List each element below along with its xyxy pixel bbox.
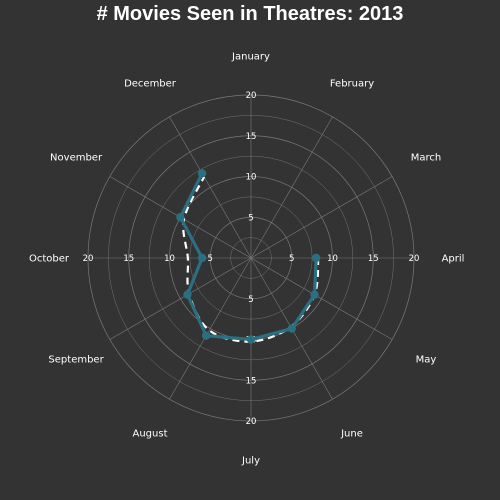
radial-tick-label: 20: [83, 254, 94, 264]
data-point: [287, 324, 296, 333]
radial-tick-label: 15: [368, 254, 379, 264]
radial-tick-label: 5: [248, 295, 253, 305]
data-point: [310, 290, 319, 299]
month-label: December: [124, 79, 177, 90]
radial-tick-label: 15: [246, 132, 257, 142]
grid-spoke: [109, 257, 252, 340]
month-label: May: [416, 355, 437, 366]
grid-spoke: [250, 116, 333, 259]
month-label: January: [231, 52, 270, 63]
chart-title: # Movies Seen in Theatres: 2013: [96, 3, 404, 25]
month-label: April: [442, 254, 465, 265]
month-label: October: [29, 254, 70, 265]
grid-layer: [87, 94, 415, 422]
month-label: September: [48, 355, 104, 366]
radial-tick-label: 15: [246, 376, 257, 386]
grid-spoke: [169, 116, 252, 259]
month-label: March: [411, 153, 441, 164]
radial-tick-label: 10: [246, 173, 257, 183]
radial-tick-label: 20: [246, 417, 257, 427]
radial-tick-label: 5: [289, 254, 294, 264]
radial-tick-label: 20: [409, 254, 420, 264]
month-label: August: [133, 428, 168, 439]
month-label: June: [340, 428, 363, 439]
data-point: [197, 253, 207, 263]
month-label-layer: January February March April May June July Augu…: [29, 52, 464, 467]
data-point: [183, 290, 192, 299]
grid-spoke: [169, 257, 252, 400]
radial-tick-label: 20: [246, 91, 257, 101]
month-label: February: [330, 79, 374, 90]
radial-tick-label: 15: [123, 254, 134, 264]
data-point: [201, 331, 211, 340]
data-point: [176, 213, 185, 222]
data-point: [197, 169, 207, 178]
series-layer: [176, 169, 321, 344]
radial-tick-label: 10: [327, 254, 338, 264]
grid-spoke: [250, 257, 393, 340]
radial-tick-label: 5: [248, 213, 253, 223]
radial-tick-label: 5: [208, 254, 213, 264]
data-point: [312, 253, 321, 263]
month-label: November: [50, 153, 103, 164]
radial-tick-label: 10: [164, 254, 175, 264]
data-point: [246, 335, 256, 344]
grid-spoke: [250, 176, 393, 259]
month-label: July: [241, 456, 260, 467]
